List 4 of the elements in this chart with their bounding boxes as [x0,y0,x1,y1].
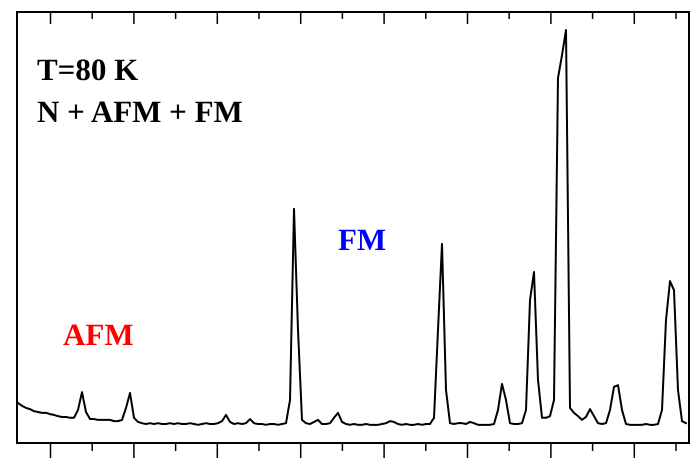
annotation: FM [338,222,386,257]
annotation: T=80 K [37,52,138,87]
annotation: N + AFM + FM [37,94,243,129]
annotation: AFM [63,317,134,352]
